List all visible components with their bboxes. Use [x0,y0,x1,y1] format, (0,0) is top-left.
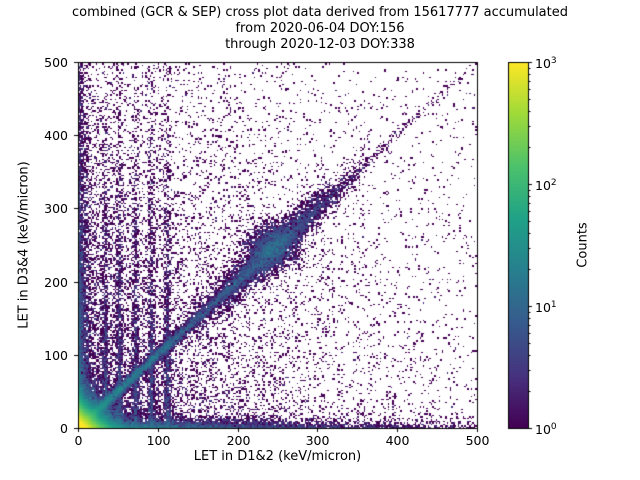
x-tick-label: 0 [74,433,83,448]
y-tick-label: 0 [60,420,68,436]
chart-title-line3: through 2020-12-03 DOY:338 [225,37,415,52]
x-tick-label: 100 [146,433,171,448]
x-tick-label: 300 [305,433,330,448]
x-tick-label: 400 [385,433,410,448]
y-tick-label: 500 [44,54,68,70]
colorbar-label: Counts [575,222,591,268]
chart-title-line1: combined (GCR & SEP) cross plot data der… [71,5,568,20]
colorbar-tick-label: 103 [535,55,557,71]
y-tick-label: 100 [44,347,68,363]
x-axis-label: LET in D1&2 (keV/micron) [193,449,362,464]
colorbar-tick-label: 101 [535,299,557,315]
x-tick-label: 200 [226,433,251,448]
y-tick-label: 300 [44,200,68,216]
y-tick-label: 400 [44,127,68,143]
colorbar-tick-label: 102 [535,177,557,193]
chart-title-line2: from 2020-06-04 DOY:156 [235,21,405,36]
y-tick-label: 200 [44,274,68,290]
colorbar-tick-label: 100 [535,421,557,437]
x-tick-label: 500 [465,433,490,448]
y-axis-label: LET in D3&4 (keV/micron) [16,161,32,329]
